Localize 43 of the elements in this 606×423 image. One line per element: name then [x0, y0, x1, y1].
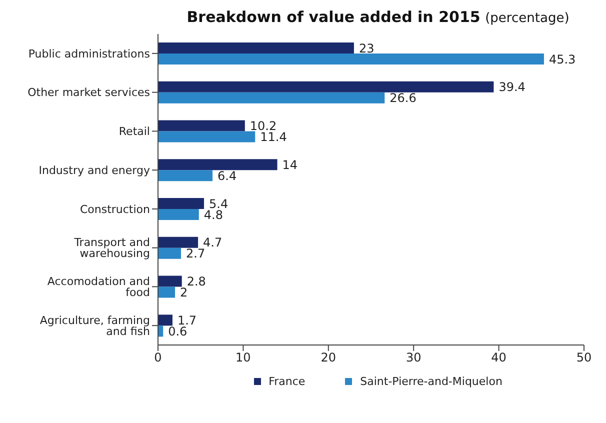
- bar: [158, 92, 385, 104]
- chart-title: Breakdown of value added in 2015: [186, 8, 480, 26]
- bar: [158, 120, 245, 132]
- x-tick-label: 20: [320, 350, 336, 365]
- y-tick-label: Agriculture, farming and fish: [40, 314, 150, 338]
- bar: [158, 314, 172, 326]
- x-tick-label: 40: [491, 350, 506, 365]
- data-label: 26.6: [390, 91, 416, 106]
- bar: [158, 276, 182, 287]
- bar: [158, 131, 256, 142]
- bar: [158, 286, 176, 298]
- y-tick-label: Construction: [80, 202, 150, 216]
- y-tick-label: Public administrations: [28, 47, 150, 60]
- y-tick-label: Retail: [118, 125, 150, 138]
- data-label: 39.4: [498, 80, 526, 94]
- legend-label: Saint-Pierre-and-Miquelon: [360, 375, 502, 388]
- bar: [158, 236, 198, 248]
- chart-subtitle: (percentage): [485, 11, 570, 26]
- x-tick-label: 0: [154, 350, 162, 365]
- bar: [158, 42, 354, 54]
- data-label: 2.7: [186, 246, 206, 261]
- bar: [158, 209, 199, 220]
- y-tick-label: Accomodation and food: [47, 275, 150, 300]
- data-label: 4.7: [203, 236, 222, 250]
- legend-label: France: [268, 375, 306, 388]
- x-tick-label: 30: [406, 350, 422, 365]
- bar: [158, 198, 204, 210]
- y-tick-label: Industry and energy: [38, 164, 150, 177]
- x-tick-label: 50: [576, 350, 592, 365]
- x-tick-label: 10: [236, 350, 251, 365]
- bar: [158, 159, 278, 170]
- data-label: 14: [282, 158, 298, 172]
- data-label: 45.3: [548, 52, 576, 66]
- data-label: 2.8: [186, 274, 206, 289]
- y-tick-label: Transport and warehousing: [73, 236, 150, 260]
- bar: [158, 81, 494, 92]
- bar: [158, 248, 182, 259]
- bar: [158, 54, 544, 65]
- y-tick-label: Other market services: [28, 86, 150, 100]
- bar: [158, 170, 213, 182]
- data-label: 23: [358, 41, 374, 56]
- data-label: 2: [180, 286, 188, 300]
- data-label: 6.4: [218, 168, 237, 183]
